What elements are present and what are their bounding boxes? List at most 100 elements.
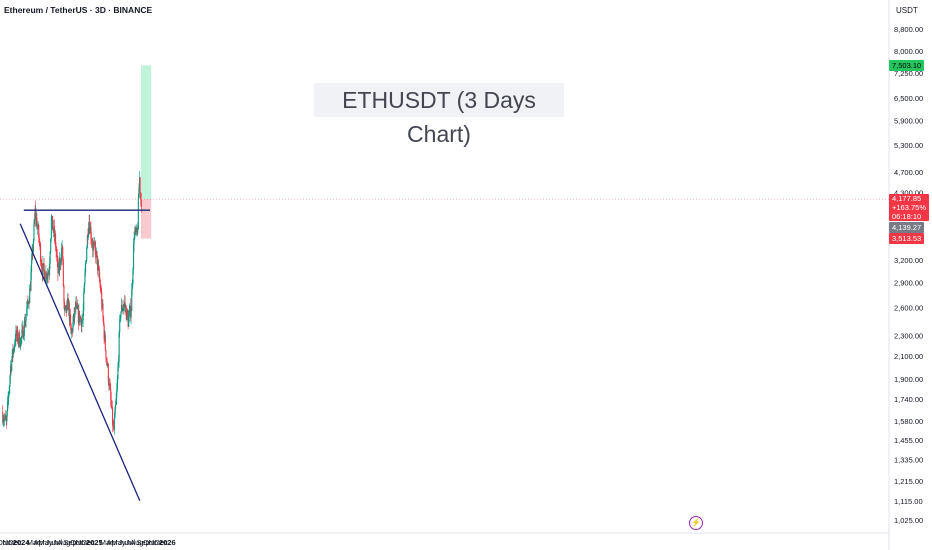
candle-body: [121, 304, 123, 312]
y-tick-label: 5,900.00: [894, 116, 923, 125]
candle-body: [16, 329, 18, 337]
candle-body: [116, 390, 118, 399]
candle-body: [88, 228, 90, 238]
candle-body: [62, 259, 64, 286]
candle-body: [129, 305, 131, 311]
candle-body: [11, 359, 13, 371]
candle-body: [71, 329, 73, 334]
candle-body: [103, 316, 105, 325]
y-tick-label: 2,600.00: [894, 303, 923, 312]
candle-body: [54, 233, 56, 237]
candle-body: [112, 424, 114, 426]
candle-body: [78, 310, 80, 323]
candle-body: [25, 314, 27, 321]
candle-body: [38, 224, 40, 238]
candle-body: [45, 272, 47, 281]
candle-body: [61, 248, 63, 262]
candle-body: [32, 240, 34, 253]
candle-body: [47, 273, 49, 277]
candle-body: [12, 349, 14, 355]
candle-body: [91, 241, 93, 245]
symbol-title[interactable]: Ethereum / TetherUS · 3D · BINANCE: [4, 5, 153, 15]
candle-body: [97, 255, 99, 271]
x-tick-label: Sep: [63, 538, 76, 547]
candle-body: [14, 343, 16, 348]
y-tick-label: 1,900.00: [894, 375, 923, 384]
candle-body: [38, 237, 40, 243]
candle-body: [106, 358, 108, 361]
candle-body: [13, 347, 15, 355]
x-tick-label: Nov: [76, 538, 90, 547]
candle-body: [80, 317, 82, 320]
stop-price-label: 3,513.53: [889, 233, 925, 244]
candle-body: [113, 418, 115, 431]
x-tick-label: Jul: [53, 538, 63, 547]
y-tick-label: 4,300.00: [894, 189, 923, 198]
candle-body: [37, 227, 39, 229]
candle-body: [79, 317, 81, 323]
candle-body: [127, 309, 129, 316]
candle-body: [66, 301, 68, 312]
candle-body: [20, 337, 22, 339]
candle-body: [140, 200, 142, 207]
candle-body: [74, 307, 76, 318]
candle-body: [104, 334, 106, 350]
candle-body: [26, 300, 28, 309]
x-tick-label: Aug: [130, 538, 143, 547]
x-tick-label: Jul: [126, 538, 136, 547]
candle-body: [79, 310, 81, 323]
candle-body: [44, 270, 46, 282]
candle-body: [125, 307, 127, 309]
candle-body: [58, 264, 60, 274]
y-tick-label: 1,740.00: [894, 395, 923, 404]
x-tick-label: Nov: [2, 538, 16, 547]
candle-body: [31, 250, 33, 261]
candle-body: [41, 269, 43, 276]
candle-body: [27, 300, 29, 303]
candle-body: [76, 302, 78, 304]
candle-body: [89, 226, 91, 233]
candle-body: [65, 305, 67, 312]
candle-body: [28, 302, 30, 304]
candle-body: [13, 347, 15, 349]
candle-body: [35, 208, 37, 219]
candle-body: [64, 307, 66, 311]
y-tick-label: 3,200.00: [894, 256, 923, 265]
candle-body: [118, 332, 120, 362]
candle-body: [77, 306, 79, 309]
x-tick-label: Jun: [46, 538, 58, 547]
candle-body: [87, 235, 89, 238]
y-tick-label: 5,300.00: [894, 141, 923, 150]
candle-body: [102, 303, 104, 317]
candle-body: [113, 425, 115, 431]
candle-body: [7, 401, 9, 412]
x-tick-label: Dec: [82, 538, 96, 547]
candle-body: [139, 177, 141, 188]
current-price-value: 4,177.85: [892, 194, 922, 203]
y-tick-label: 2,100.00: [894, 352, 923, 361]
y-tick-label: 1,335.00: [894, 456, 923, 465]
candle-body: [4, 418, 6, 421]
candle-body: [98, 265, 100, 270]
x-tick-label: May: [38, 538, 52, 547]
candle-body: [40, 244, 42, 262]
candle-body: [30, 272, 32, 291]
x-tick-label: Aug: [57, 538, 70, 547]
x-tick-label: Oct: [70, 538, 83, 547]
y-tick-label: 2,300.00: [894, 331, 923, 340]
candle-body: [49, 264, 51, 276]
target-zone: [141, 65, 152, 200]
x-tick-label: Apr: [107, 538, 119, 547]
y-tick-label: 2,900.00: [894, 278, 923, 287]
candle-body: [89, 222, 91, 233]
candle-body: [131, 283, 133, 290]
candle-body: [4, 415, 6, 419]
x-tick-label: Oct: [143, 538, 156, 547]
candle-body: [19, 332, 21, 347]
lightning-icon[interactable]: ⚡: [689, 516, 703, 530]
x-tick-label: 2025: [86, 538, 103, 547]
x-tick-label: Jun: [119, 538, 131, 547]
candle-body: [74, 307, 76, 309]
